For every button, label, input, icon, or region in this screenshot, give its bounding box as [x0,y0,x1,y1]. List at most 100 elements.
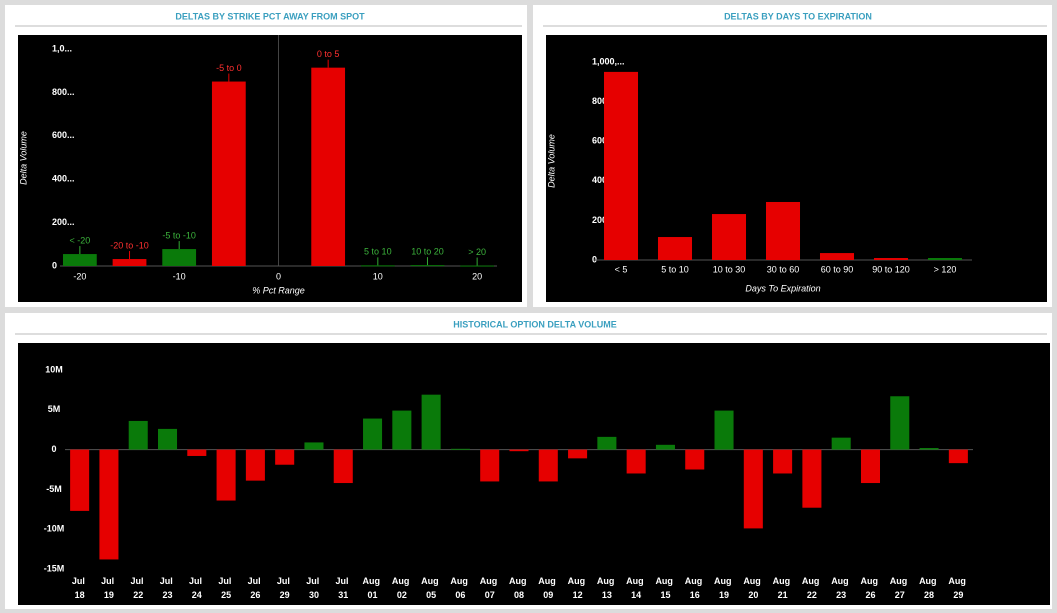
x-tick-label: Aug 27 [890,576,910,600]
x-tick-label: Aug 09 [538,576,558,600]
y-tick-label: 800... [52,87,75,97]
x-tick-line: 26 [250,590,260,600]
x-tick-label: Aug 02 [392,576,412,600]
x-tick-label: Jul 18 [72,576,88,600]
bar [860,449,881,484]
x-tick-line: Jul [336,576,352,586]
x-tick-label: < 5 [615,264,628,274]
bar [765,201,801,260]
y-axis-title: Delta Volume [546,134,556,188]
x-tick-line: 08 [514,590,524,600]
bar [509,449,529,452]
data-label: -5 to 0 [216,63,242,73]
x-tick-label: 90 to 120 [872,264,910,274]
bar [802,449,822,508]
x-tick-line: 12 [573,590,583,600]
x-axis-title: % Pct Range [252,285,305,295]
bar [873,258,909,260]
x-tick-line: Aug [597,576,617,586]
x-tick-label: Aug 19 [714,576,734,600]
y-tick-label: 1,000,... [592,56,625,66]
x-tick-line: 25 [221,590,231,600]
x-tick-line: Aug [685,576,705,586]
y-tick-label: 10M [45,364,63,374]
x-tick-label: Aug 21 [773,576,793,600]
x-axis-title: Days To Expiration [745,283,820,293]
x-tick-label: Jul 23 [160,576,176,600]
x-tick-label: Aug 26 [860,576,880,600]
bar [948,449,968,464]
x-tick-label: Jul 29 [277,576,293,600]
x-tick-label: Aug 28 [919,576,939,600]
bar [421,394,441,450]
bar [112,259,147,266]
bar [311,67,346,266]
x-tick-line: 02 [397,590,407,600]
data-label: 5 to 10 [364,247,392,257]
x-tick-label: -20 [73,271,86,281]
x-tick-line: Aug [860,576,880,586]
x-tick-line: 07 [485,590,495,600]
x-tick-line: Aug [509,576,529,586]
x-tick-line: Jul [306,576,322,586]
x-tick-label: Jul 30 [306,576,322,600]
x-tick-label: Aug 29 [948,576,968,600]
x-tick-label: Jul 25 [218,576,234,600]
bar [890,396,910,450]
x-tick-line: Jul [101,576,117,586]
x-tick-label: 10 to 30 [713,264,746,274]
x-tick-label: Jul 31 [336,576,352,600]
x-tick-label: 10 [373,271,383,281]
x-tick-line: 29 [280,590,290,600]
x-tick-label: Jul 19 [101,576,117,600]
x-tick-label: -10 [173,271,186,281]
bar [655,444,675,450]
x-tick-label: 60 to 90 [821,264,854,274]
x-tick-line: 13 [602,590,612,600]
x-tick-label: Aug 22 [802,576,822,600]
x-tick-label: Aug 01 [363,576,383,600]
x-tick-label: Aug 15 [655,576,675,600]
data-label: -20 to -10 [110,240,149,250]
bar [711,214,747,260]
y-tick-label: 1,0... [52,43,72,53]
x-tick-line: 09 [543,590,553,600]
bar [568,449,588,459]
y-tick-label: 0 [52,260,57,270]
bar [304,442,324,450]
x-tick-line: 24 [192,590,202,600]
x-tick-label: 5 to 10 [661,264,689,274]
x-tick-line: Aug [655,576,675,586]
x-tick-line: Aug [802,576,822,586]
x-tick-line: 18 [75,590,85,600]
x-tick-line: Aug [363,576,383,586]
x-tick-line: 20 [748,590,758,600]
bar [685,449,705,470]
x-tick-line: Jul [130,576,146,586]
x-tick-line: Jul [248,576,264,586]
x-tick-line: 28 [924,590,934,600]
x-tick-line: Aug [743,576,763,586]
bar [392,410,412,450]
y-tick-label: -15M [44,563,65,573]
x-tick-line: 27 [895,590,905,600]
x-tick-line: Aug [450,576,470,586]
x-tick-line: 05 [426,590,436,600]
x-tick-line: 23 [163,590,173,600]
bar [460,265,495,267]
y-axis-title: Delta Volume [18,131,28,185]
y-tick-label: -5M [46,484,62,494]
bar [603,71,639,261]
x-tick-line: Jul [160,576,176,586]
bar [626,449,646,474]
data-label: 0 to 5 [317,49,340,59]
bar [714,410,734,450]
bar [157,428,178,450]
x-tick-line: Aug [919,576,939,586]
x-tick-line: Aug [480,576,500,586]
x-tick-line: 22 [807,590,817,600]
plot-area [18,343,1050,605]
bar [162,249,197,266]
bar [187,449,207,456]
